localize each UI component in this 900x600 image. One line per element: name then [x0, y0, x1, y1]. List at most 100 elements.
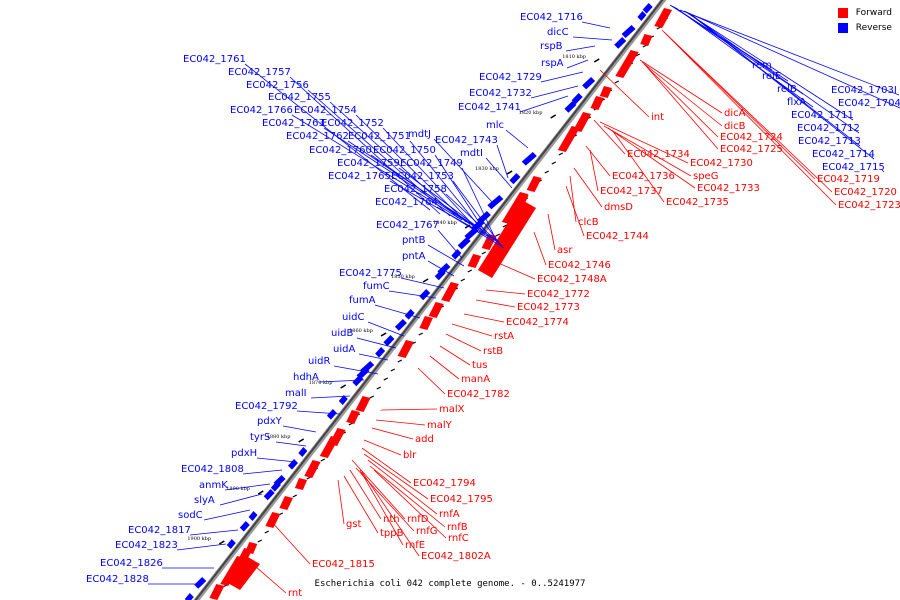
forward-gene-label: EC042_1734	[627, 149, 690, 160]
reverse-gene-label: malI	[285, 388, 307, 399]
scale-dot	[551, 161, 557, 165]
forward-gene-label: blr	[403, 450, 417, 461]
forward-gene-leader	[565, 185, 585, 237]
scale-dot	[495, 233, 501, 237]
tick-label: 1880 kbp	[267, 434, 291, 440]
reverse-gene-leader	[530, 85, 579, 99]
reverse-gene-label: sodC	[178, 510, 203, 521]
reverse-gene-label: uidB	[331, 328, 353, 339]
forward-gene-leader	[375, 419, 426, 426]
forward-gene-leader	[355, 467, 415, 532]
reverse-gene-leader	[358, 353, 389, 361]
forward-gene-leader	[593, 119, 626, 155]
forward-gene-leader	[485, 289, 526, 295]
genome-caption: Escherichia coli 042 complete genome. - …	[314, 579, 586, 589]
reverse-gene-label: EC042_1762	[286, 131, 349, 142]
strand-legend: Forward Reverse	[837, 8, 892, 38]
reverse-gene	[239, 521, 250, 532]
forward-swatch	[837, 8, 848, 18]
tick-label: 1830 kbp	[475, 166, 499, 172]
forward-gene-label: rnfB	[447, 522, 468, 533]
reverse-gene	[614, 37, 627, 49]
reverse-gene-label: pntA	[402, 251, 426, 262]
reverse-gene-label: EC042_1766	[230, 105, 293, 116]
reverse-gene	[457, 237, 471, 250]
forward-gene	[573, 112, 592, 132]
forward-gene-label: malX	[439, 404, 465, 415]
reverse-gene-leader	[400, 277, 445, 289]
reverse-gene-leader	[434, 154, 489, 237]
reverse-gene-label: rspA	[541, 58, 564, 69]
forward-gene	[209, 584, 225, 600]
reverse-gene-label: EC042_1753	[391, 171, 454, 182]
forward-gene-leader	[643, 63, 719, 138]
reverse-gene-label: EC042_1759	[337, 158, 400, 169]
tick-mark	[422, 278, 429, 283]
reverse-gene-label: EC042_1823	[115, 540, 178, 551]
reverse-gene-leader	[189, 529, 239, 536]
forward-gene-leader	[585, 145, 611, 177]
forward-gene	[220, 556, 246, 586]
reverse-gene-label: EC042_1817	[128, 525, 191, 536]
forward-gene-label: nth	[383, 514, 400, 525]
reverse-gene-label: mdtI	[460, 148, 483, 159]
forward-gene-leader	[349, 469, 382, 520]
reverse-gene-leader	[356, 337, 397, 349]
reverse-gene-leader	[452, 180, 501, 245]
reverse-gene-label: EC042_1716	[520, 12, 583, 23]
forward-gene	[501, 192, 528, 224]
reverse-gene	[571, 93, 583, 105]
tick-label: 1860 kbp	[349, 328, 373, 334]
reverse-gene	[326, 409, 337, 420]
reverse-gene-leader	[409, 140, 483, 231]
reverse-gene-leader	[572, 36, 613, 41]
forward-gene-large	[226, 556, 260, 590]
legend-reverse-label: Reverse	[855, 23, 892, 33]
forward-gene	[294, 478, 308, 490]
forward-gene-leader	[475, 299, 516, 308]
forward-gene-leader	[445, 333, 482, 352]
reverse-gene-label: EC042_1743	[435, 135, 498, 146]
reverse-gene-leader	[203, 509, 251, 521]
scale-dot	[481, 251, 487, 255]
reverse-gene-leader	[427, 244, 465, 267]
legend-forward-label: Forward	[855, 8, 892, 18]
reverse-gene	[521, 152, 537, 166]
scale-dot	[320, 458, 326, 462]
reverse-gene	[226, 539, 236, 549]
reverse-gene	[263, 489, 275, 501]
forward-gene	[557, 126, 580, 152]
reverse-gene	[394, 319, 407, 331]
tick-label: 1900 kbp	[187, 536, 211, 542]
reverse-gene-leader	[318, 379, 365, 383]
forward-gene-leader	[337, 479, 345, 525]
forward-gene	[654, 8, 673, 28]
reverse-gene	[184, 593, 194, 600]
reverse-gene	[434, 269, 446, 281]
forward-gene-leader	[603, 125, 692, 177]
forward-gene-label: EC042_1802A	[421, 551, 491, 562]
reverse-gene-label: hdhA	[293, 372, 319, 383]
reverse-gene-label: flxA	[787, 97, 806, 108]
forward-gene-label: EC042_1795	[430, 494, 493, 505]
reverse-gene	[383, 335, 395, 347]
reverse-gene-label: EC042_1752	[321, 118, 384, 129]
forward-gene-label: EC042_1815	[312, 559, 375, 570]
reverse-gene	[564, 101, 577, 113]
reverse-gene-leader	[370, 154, 486, 235]
forward-gene-leader	[417, 367, 446, 395]
reverse-gene-leader	[333, 365, 379, 375]
scale-dot	[390, 368, 396, 372]
reverse-gene-leader	[565, 45, 596, 52]
reverse-gene-label: relE	[762, 71, 781, 82]
reverse-gene-leader	[310, 395, 351, 399]
reverse-gene-label: EC042_1756	[246, 80, 309, 91]
forward-gene-label: EC042_1773	[517, 302, 580, 313]
reverse-gene	[404, 309, 415, 320]
reverse-gene-label: EC042_1741	[458, 102, 521, 113]
forward-gene-label: add	[415, 434, 434, 445]
reverse-gene-leader	[323, 127, 471, 225]
forward-gene-label: dicB	[724, 121, 746, 132]
